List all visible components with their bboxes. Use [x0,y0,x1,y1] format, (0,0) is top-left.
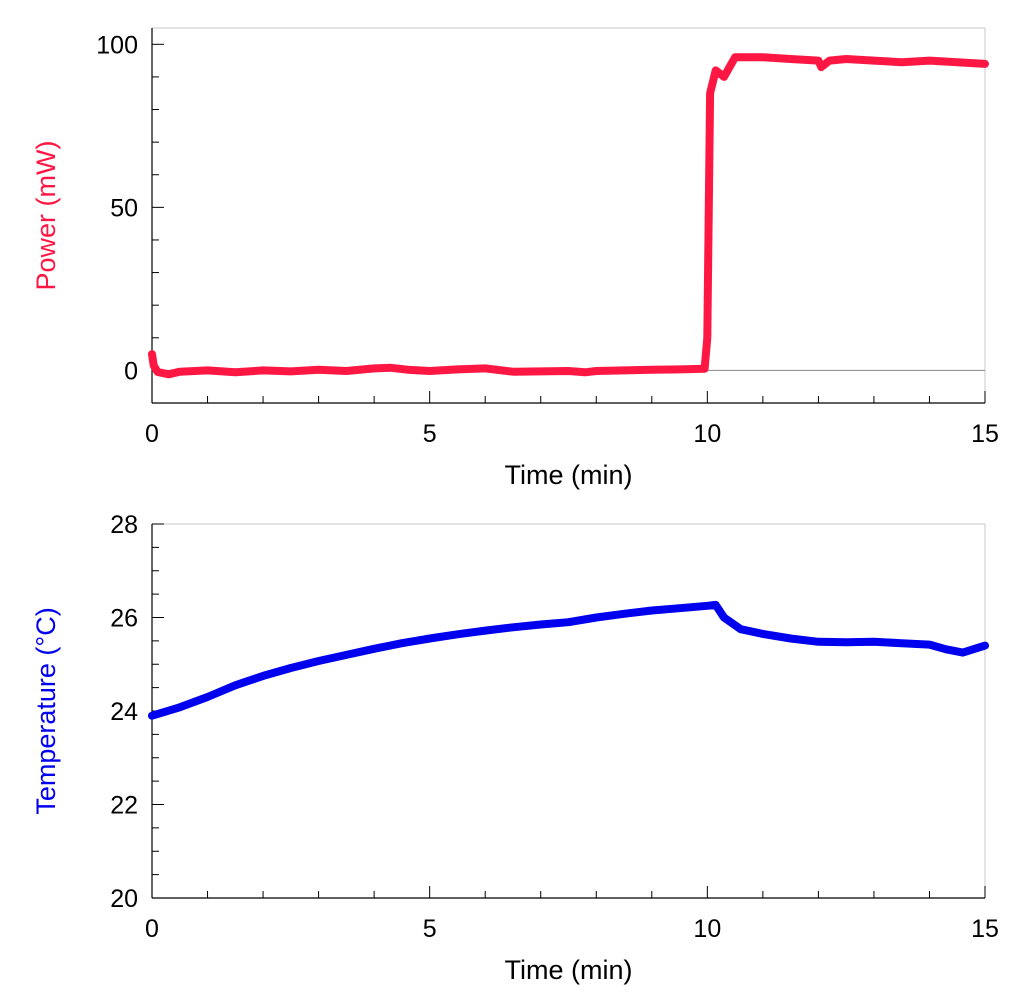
power-y-axis-title: Power (mW) [31,141,61,291]
temperature-x-axis-title: Time (min) [505,955,633,985]
temperature-y-axis-title: Temperature (°C) [31,607,61,814]
power-x-tick-label: 0 [145,420,159,448]
power-x-tick-label: 10 [693,420,721,448]
temperature-y-tick-label: 28 [110,511,138,539]
temperature-y-tick-label: 22 [110,792,138,820]
power-x-tick-label: 15 [971,420,999,448]
power-y-tick-label: 100 [96,31,138,59]
temperature-x-tick-label: 10 [693,915,721,943]
power-y-tick-label: 0 [124,357,138,385]
temperature-y-tick-label: 24 [110,698,138,726]
power-chart: 0 5 10 15 0 50 100 Time (min) Power (mW) [31,27,999,490]
temperature-y-tick-label: 20 [110,885,138,913]
temperature-x-tick-label: 15 [971,915,999,943]
temperature-x-tick-label: 0 [145,915,159,943]
temperature-series-line [148,600,989,720]
temperature-chart: 0 5 10 15 20 22 24 26 28 Time (min) Temperature (°… [31,511,999,985]
power-x-tick-label: 5 [423,420,437,448]
temperature-y-tick-label: 26 [110,605,138,633]
power-y-tick-label: 50 [110,194,138,222]
power-x-axis-title: Time (min) [505,460,633,490]
temperature-x-tick-label: 5 [423,915,437,943]
power-series-line [148,53,989,379]
